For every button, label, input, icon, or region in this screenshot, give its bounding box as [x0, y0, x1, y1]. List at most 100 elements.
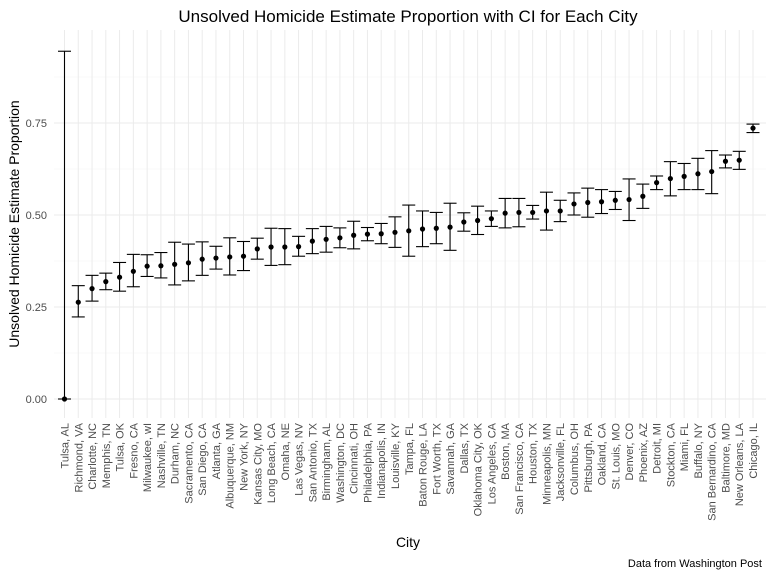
data-point-39 — [581, 187, 595, 218]
estimate-point — [530, 209, 536, 216]
x-tick-label: Tulsa, OK — [115, 422, 127, 471]
x-tick-label: Jacksonville, FL — [555, 423, 567, 501]
data-point-21 — [333, 227, 347, 249]
data-point-48 — [705, 150, 719, 195]
data-point-43 — [636, 183, 650, 209]
estimate-point — [364, 231, 371, 237]
x-tick-label: Columbus, OH — [569, 423, 581, 495]
x-tick-label: Detroit, MI — [652, 423, 664, 474]
x-tick-label: San Bernardino, CA — [707, 422, 719, 520]
x-tick-label: Kansas City, MO — [252, 423, 264, 505]
y-tick-label: 0.50 — [26, 210, 47, 222]
x-axis-title: City — [396, 534, 420, 550]
data-point-12 — [209, 245, 223, 270]
data-point-24 — [374, 222, 388, 245]
x-tick-label: Albuquerque, NM — [225, 423, 237, 509]
x-tick-label: Tampa, FL — [404, 423, 416, 475]
estimate-point — [61, 396, 68, 402]
estimate-point — [254, 246, 260, 252]
estimate-point — [295, 244, 302, 250]
x-tick-label: Los Angeles, CA — [486, 422, 498, 504]
data-point-41 — [608, 190, 622, 211]
estimate-point — [640, 193, 646, 199]
estimate-point — [736, 157, 742, 163]
data-point-5 — [113, 261, 127, 292]
data-point-38 — [567, 192, 581, 216]
estimate-point — [323, 236, 329, 242]
estimate-point — [116, 274, 123, 280]
x-tick-label: Philadelphia, PA — [362, 422, 374, 503]
x-tick-label: San Francisco, CA — [514, 422, 526, 514]
x-axis-ticks: Tulsa, AL Richmond, VA Charlotte, NC Memphi… — [60, 422, 761, 521]
data-point-44 — [650, 175, 664, 191]
x-tick-label: San Diego, CA — [197, 422, 209, 495]
estimate-point — [488, 216, 494, 222]
y-axis-ticks: 0.00 0.25 0.50 0.75 — [26, 118, 47, 406]
x-tick-label: Oklahoma City, OK — [473, 422, 485, 516]
estimate-point — [722, 158, 729, 164]
x-tick-label: Fresno, CA — [128, 422, 140, 478]
data-point-28 — [429, 211, 443, 245]
estimate-point — [709, 168, 715, 175]
x-tick-label: Nashville, TN — [156, 423, 168, 488]
estimate-point — [516, 209, 522, 216]
data-point-27 — [416, 210, 430, 248]
x-tick-label: Buffalo, NY — [693, 422, 705, 478]
x-tick-label: Long Beach, CA — [266, 422, 278, 503]
estimate-point — [144, 263, 150, 269]
data-point-13 — [223, 237, 237, 276]
x-tick-label: Oakland, CA — [597, 422, 609, 485]
x-tick-label: Memphis, TN — [101, 423, 113, 488]
data-point-14 — [237, 240, 251, 272]
x-tick-label: Houston, TX — [528, 422, 540, 484]
data-point-15 — [250, 237, 264, 260]
estimate-point — [213, 255, 219, 261]
y-tick-label: 0.75 — [26, 118, 47, 130]
x-tick-label: St. Louis, MO — [610, 423, 622, 490]
estimate-point — [89, 286, 95, 292]
x-tick-label: Baltimore, MD — [720, 423, 732, 493]
x-tick-label: Boston, MA — [500, 422, 512, 480]
data-point-6 — [126, 253, 140, 288]
x-tick-label: Sacramento, CA — [183, 422, 195, 503]
data-point-3 — [85, 274, 99, 302]
y-axis-title: Unsolved Homicide Estimate Proportion — [6, 100, 22, 347]
x-tick-label: Las Vegas, NV — [294, 422, 306, 495]
estimate-point — [351, 232, 357, 238]
data-point-26 — [402, 204, 416, 257]
estimate-point — [199, 256, 205, 262]
data-point-20 — [319, 225, 333, 253]
data-point-47 — [691, 157, 705, 191]
estimate-point — [695, 171, 701, 177]
x-tick-label: Chicago, IL — [748, 423, 760, 479]
estimate-point — [103, 279, 109, 285]
estimate-point — [282, 244, 288, 250]
estimate-point — [667, 175, 673, 182]
x-tick-label: Stockton, CA — [665, 422, 677, 487]
estimate-point — [612, 197, 618, 203]
data-point-33 — [498, 197, 512, 229]
data-point-4 — [99, 272, 113, 291]
x-tick-label: Tulsa, AL — [60, 423, 72, 468]
x-tick-label: Savannah, GA — [445, 422, 457, 494]
data-point-46 — [677, 162, 691, 191]
x-tick-label: Pittsburgh, PA — [583, 422, 595, 492]
x-tick-label: Washington, DC — [335, 423, 347, 503]
estimate-point — [406, 228, 412, 234]
estimate-point — [75, 299, 81, 305]
x-tick-label: San Antonio, TX — [307, 422, 319, 502]
estimate-point — [309, 238, 315, 244]
estimate-point — [626, 196, 632, 203]
estimate-point — [158, 263, 164, 269]
x-tick-label: Phoenix, AZ — [638, 423, 650, 483]
estimate-point — [392, 229, 398, 235]
y-tick-label: 0.00 — [26, 394, 47, 406]
x-tick-label: Birmingham, AL — [321, 423, 333, 501]
x-tick-label: Atlanta, GA — [211, 422, 223, 479]
x-tick-label: Fort Worth, TX — [431, 422, 443, 494]
y-tick-label: 0.25 — [26, 302, 47, 314]
x-tick-label: Milwaukee, wI — [142, 423, 154, 492]
data-point-22 — [347, 220, 361, 250]
data-point-40 — [595, 189, 609, 215]
